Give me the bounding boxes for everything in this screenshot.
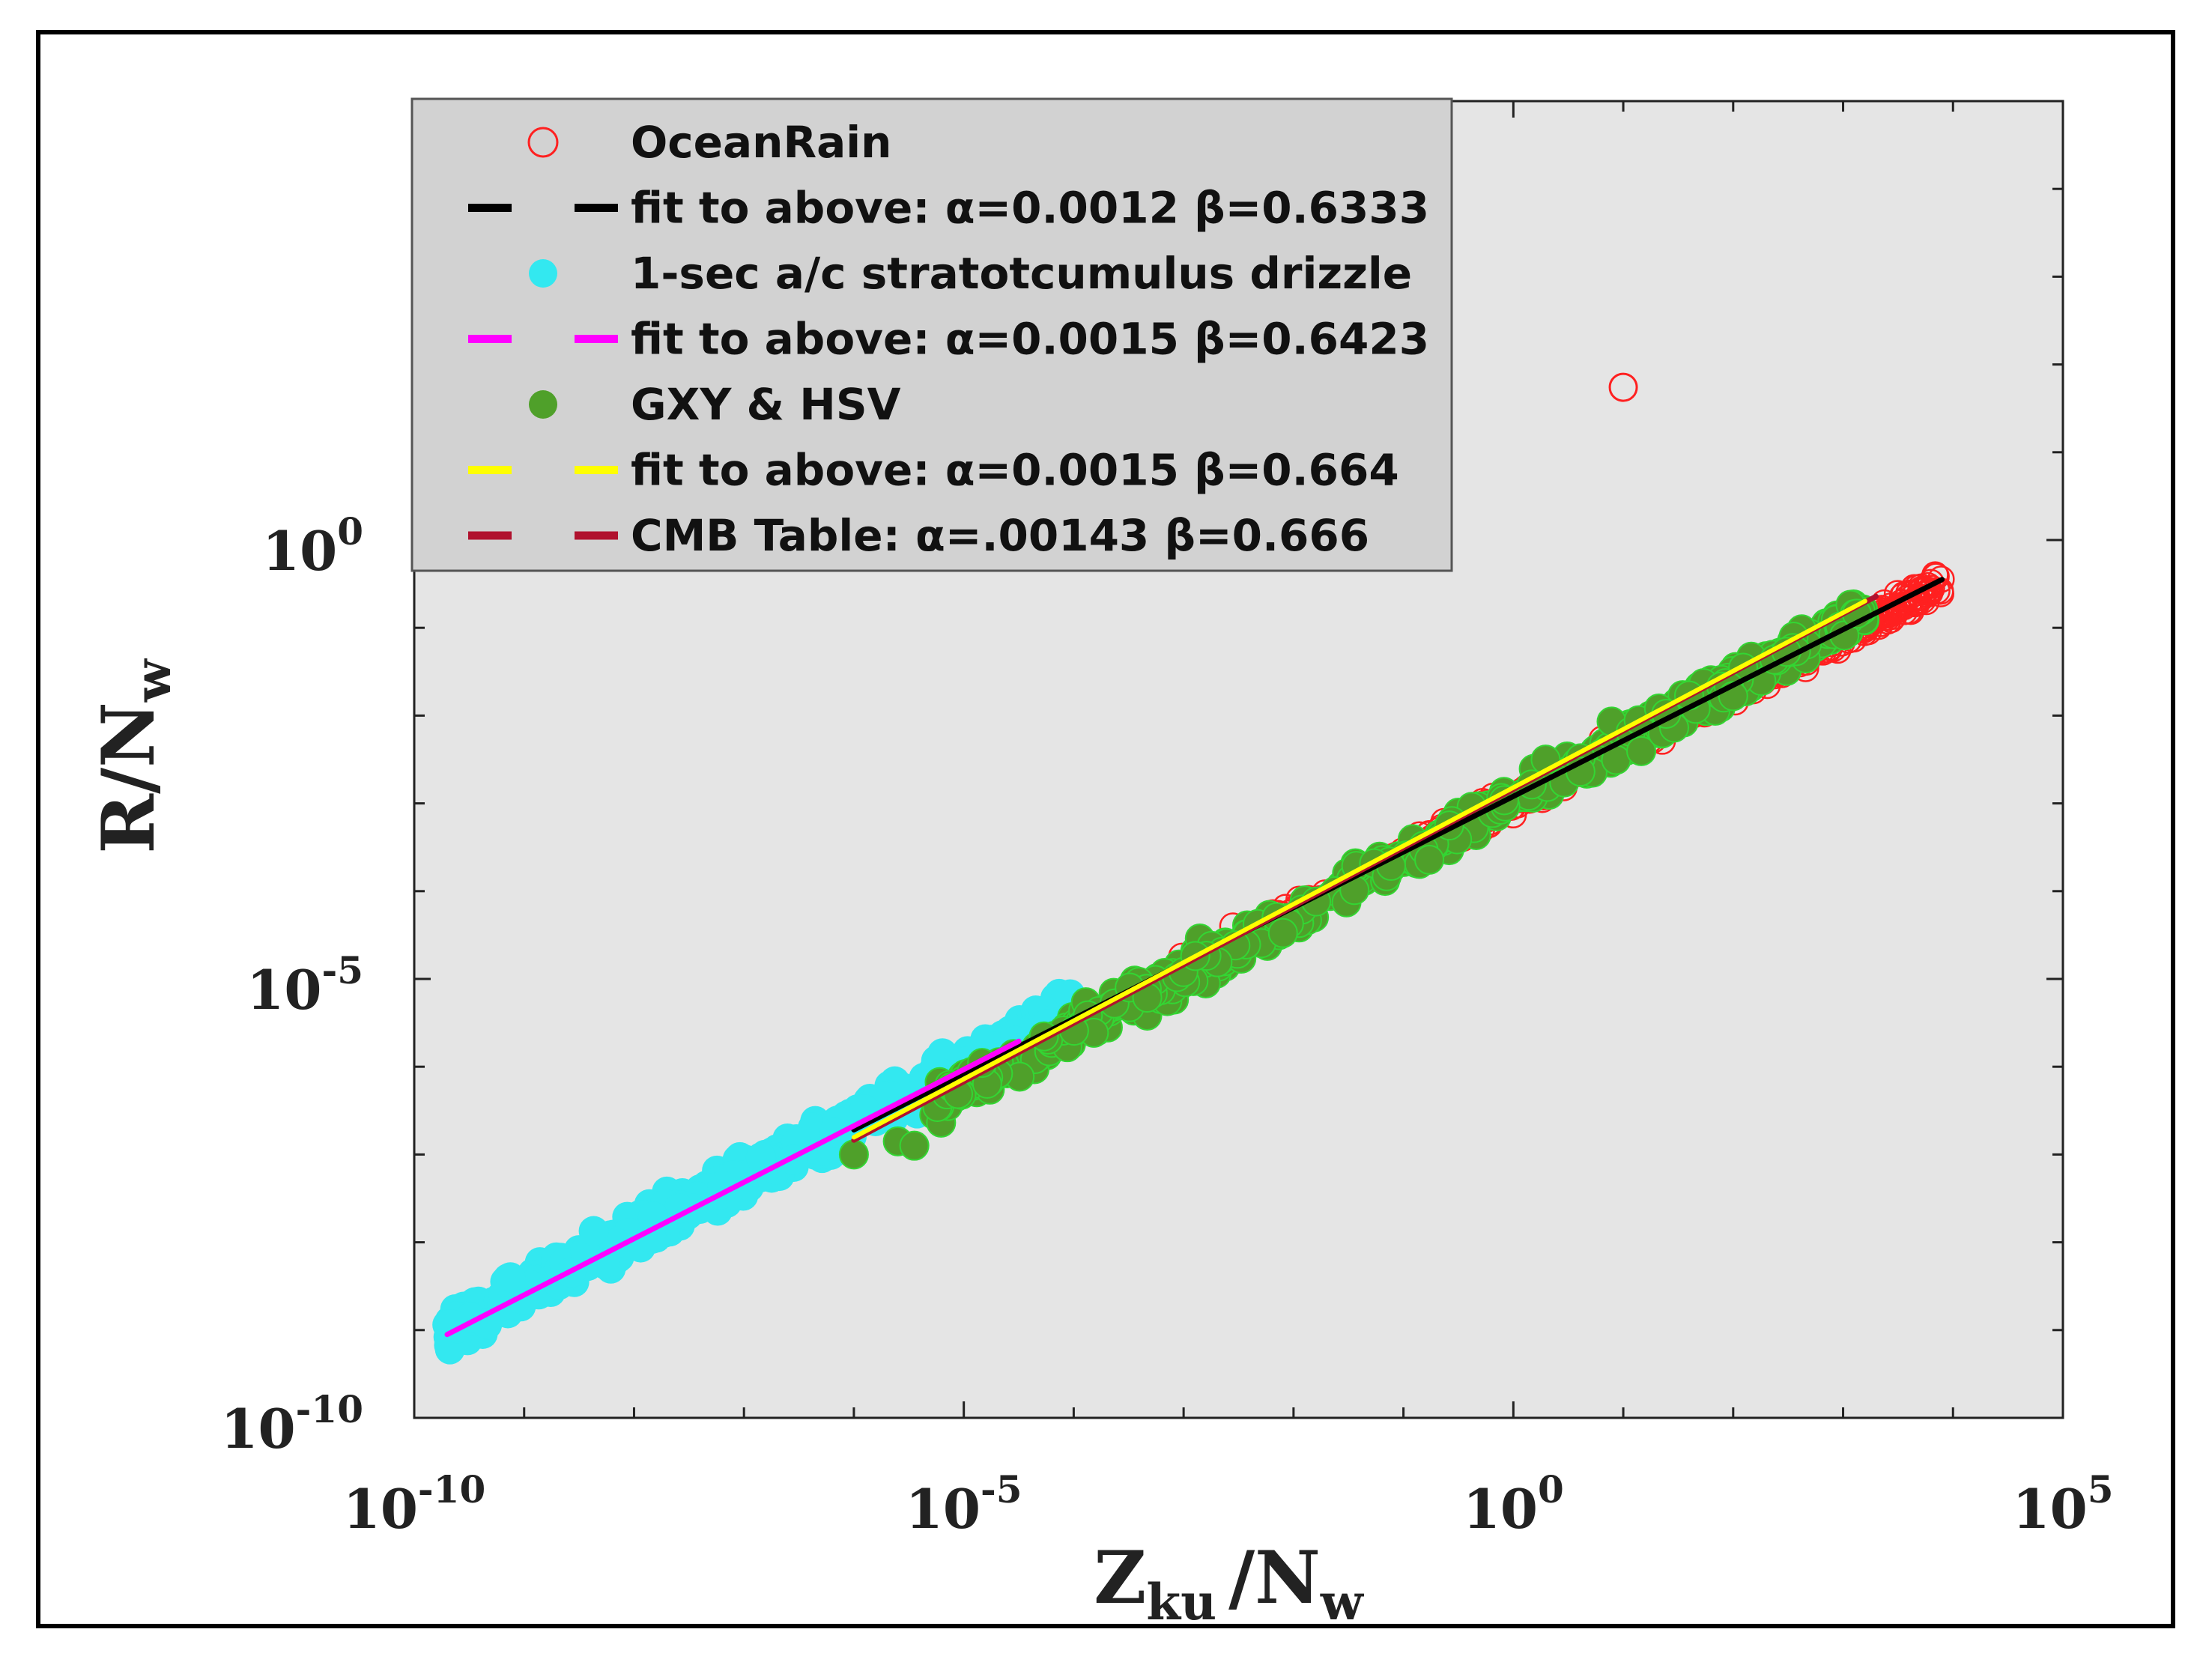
legend-label: OceanRain xyxy=(631,117,891,168)
drizzle-point xyxy=(745,1142,776,1173)
legend-label: GXY & HSV xyxy=(631,379,901,430)
oceanrain-point xyxy=(1927,565,1955,593)
gxy-point xyxy=(1626,736,1657,766)
gxy-point xyxy=(899,1130,930,1161)
oceanrain-outlier xyxy=(1608,372,1638,402)
legend-filled-circle-marker xyxy=(529,390,557,419)
x-tick-label: 100 xyxy=(1463,1467,1564,1541)
oceanrain-point xyxy=(1917,568,1945,597)
legend: OceanRain fit to above: α=0.0012 β=0.6333… xyxy=(410,97,1453,572)
legend-label: fit to above: α=0.0015 β=0.664 xyxy=(631,445,1399,496)
fit-lines xyxy=(444,577,1945,1338)
drizzle-point xyxy=(664,1193,694,1224)
y-axis-title: R/Nw xyxy=(86,658,182,854)
drizzle-point xyxy=(495,1262,526,1293)
x-axis-title: Zku/Nw xyxy=(1094,1535,1365,1631)
legend-fit-oceanrain: fit to above: α=0.0012 β=0.6333 xyxy=(468,183,1429,234)
legend-filled-circle-marker xyxy=(529,259,557,288)
legend-open-circle-marker xyxy=(527,127,559,158)
x-tick-label: 105 xyxy=(2013,1467,2114,1541)
y-tick-label: 10-10 xyxy=(220,1387,363,1461)
legend-label: 1-sec a/c stratotcumulus drizzle xyxy=(631,248,1412,299)
gxy-fit-line xyxy=(851,598,1867,1140)
legend-drizzle: 1-sec a/c stratotcumulus drizzle xyxy=(529,248,1412,299)
drizzle-point xyxy=(437,1309,467,1340)
drizzle-point xyxy=(707,1171,738,1201)
y-tick-label: 100 xyxy=(262,509,363,583)
gxy-point xyxy=(838,1139,869,1170)
legend-label: fit to above: α=0.0012 β=0.6333 xyxy=(631,183,1429,234)
y-tick-label: 10-5 xyxy=(246,948,363,1022)
legend-fit-drizzle: fit to above: α=0.0015 β=0.6423 xyxy=(468,314,1429,365)
oceanrain-fit-line xyxy=(851,577,1945,1133)
x-tick-label: 10-10 xyxy=(343,1467,486,1541)
legend-oceanrain: OceanRain xyxy=(527,117,891,168)
drizzle-point xyxy=(578,1216,609,1246)
legend-label: CMB Table: α=.00143 β=0.666 xyxy=(631,510,1369,561)
gxy-point xyxy=(1414,844,1445,875)
legend-label: fit to above: α=0.0015 β=0.6423 xyxy=(631,314,1429,365)
gxy-point xyxy=(1267,918,1298,948)
drizzle-fit-line xyxy=(444,1038,1022,1338)
legend-gxy: GXY & HSV xyxy=(529,379,901,430)
tick-labels: 10-10 10-5 100 105 10-10 10-5 100 xyxy=(220,509,2113,1541)
legend-fit-gxy: fit to above: α=0.0015 β=0.664 xyxy=(468,445,1399,496)
axis-titles: Zku/Nw R/Nw xyxy=(86,658,1365,1631)
legend-cmb-table: CMB Table: α=.00143 β=0.666 xyxy=(468,510,1369,561)
x-tick-label: 10-5 xyxy=(906,1467,1022,1541)
